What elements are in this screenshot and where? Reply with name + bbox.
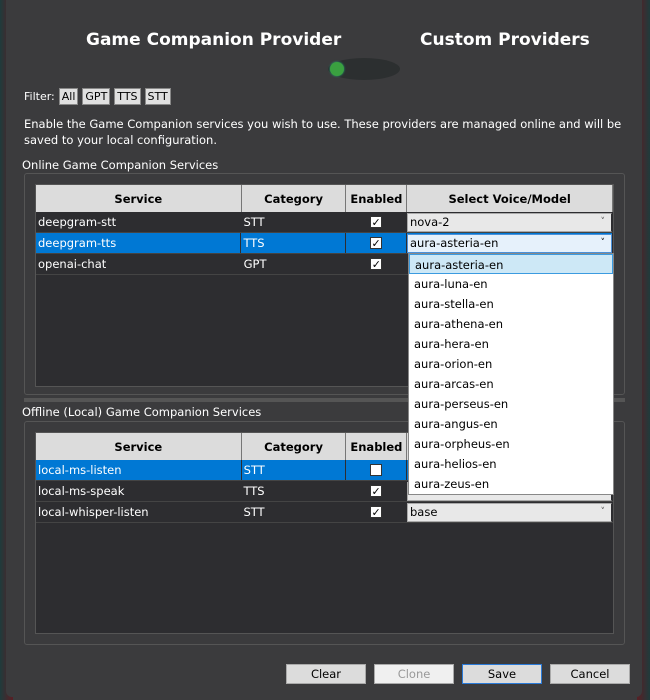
column-enabled[interactable]: Enabled <box>346 185 408 212</box>
service-category: TTS <box>241 233 347 253</box>
enabled-checkbox[interactable]: ✓ <box>370 237 383 250</box>
enabled-checkbox[interactable]: ✓ <box>370 216 383 229</box>
column-select-voice-model[interactable]: Select Voice/Model <box>407 185 613 212</box>
table-header: Service Category Enabled Select Voice/Mo… <box>36 185 613 212</box>
online-group-label: Online Game Companion Services <box>22 158 219 172</box>
dropdown-option[interactable]: aura-perseus-en <box>414 397 509 411</box>
voice-dropdown-list: aura-asteria-en aura-luna-en aura-stella-e… <box>408 253 614 495</box>
filter-label: Filter: <box>24 90 55 103</box>
voice-value: aura-asteria-en <box>409 236 499 250</box>
chevron-down-icon: ˅ <box>600 507 605 517</box>
enabled-checkbox[interactable] <box>370 464 383 476</box>
toggle-knob <box>330 62 344 76</box>
table-row[interactable]: openai-chat GPT ✓ <box>36 254 613 275</box>
filter-bar: Filter: All GPT TTS STT <box>24 88 171 105</box>
section-splitter[interactable] <box>24 398 625 402</box>
description: Enable the Game Companion services you w… <box>24 117 622 147</box>
service-category: GPT <box>242 254 347 274</box>
provider-toggle-header: Game Companion Provider Custom Providers <box>6 30 642 80</box>
service-category: STT <box>242 460 347 480</box>
chevron-down-icon: ˅ <box>600 217 605 227</box>
column-service[interactable]: Service <box>36 433 242 460</box>
cancel-button[interactable]: Cancel <box>550 664 630 684</box>
table-row[interactable]: local-whisper-listen STT ✓ base ˅ <box>36 502 613 523</box>
service-name: local-whisper-listen <box>36 502 242 522</box>
service-category: STT <box>241 212 347 232</box>
model-select[interactable]: base ˅ <box>406 502 612 522</box>
dropdown-option[interactable]: aura-zeus-en <box>414 477 490 491</box>
chevron-down-icon: ˅ <box>600 238 605 248</box>
clone-button[interactable]: Clone <box>374 664 454 684</box>
dropdown-option[interactable]: aura-orion-en <box>414 357 493 371</box>
model-value: nova-2 <box>409 215 450 229</box>
game-companion-provider-label: Game Companion Provider <box>86 30 342 50</box>
column-category[interactable]: Category <box>242 433 347 460</box>
clear-button[interactable]: Clear <box>286 664 366 684</box>
service-category: STT <box>241 502 347 522</box>
filter-all-button[interactable]: All <box>58 88 79 105</box>
save-button[interactable]: Save <box>462 664 542 684</box>
filter-stt-button[interactable]: STT <box>144 88 171 105</box>
dropdown-option[interactable]: aura-stella-en <box>414 297 494 311</box>
dropdown-option[interactable]: aura-luna-en <box>414 277 488 291</box>
table-row[interactable]: deepgram-tts TTS ✓ aura-asteria-en ˅ <box>36 233 613 254</box>
dropdown-option[interactable]: aura-helios-en <box>414 457 497 471</box>
provider-toggle[interactable] <box>328 58 400 80</box>
model-select[interactable]: nova-2 ˅ <box>406 212 612 232</box>
column-category[interactable]: Category <box>242 185 347 212</box>
dropdown-option[interactable]: aura-asteria-en <box>409 254 613 274</box>
service-name: deepgram-stt <box>36 212 242 232</box>
service-name: openai-chat <box>36 254 242 274</box>
service-category: TTS <box>241 481 347 501</box>
custom-providers-label: Custom Providers <box>420 30 590 50</box>
voice-select[interactable]: aura-asteria-en ˅ <box>406 233 612 253</box>
column-service[interactable]: Service <box>36 185 242 212</box>
service-name: local-ms-speak <box>36 481 242 501</box>
service-name: local-ms-listen <box>36 460 242 480</box>
filter-tts-button[interactable]: TTS <box>114 88 141 105</box>
enabled-checkbox[interactable]: ✓ <box>370 258 383 271</box>
model-value: base <box>409 505 438 519</box>
filter-gpt-button[interactable]: GPT <box>82 88 111 105</box>
online-group <box>24 173 625 395</box>
enabled-checkbox[interactable]: ✓ <box>370 485 383 498</box>
table-row[interactable]: deepgram-stt STT ✓ nova-2 ˅ <box>36 212 613 233</box>
dropdown-option[interactable]: aura-angus-en <box>414 417 498 431</box>
dropdown-option[interactable]: aura-hera-en <box>414 337 489 351</box>
dropdown-option[interactable]: aura-athena-en <box>414 317 504 331</box>
offline-group-label: Offline (Local) Game Companion Services <box>22 405 262 419</box>
offline-group <box>24 421 625 645</box>
service-name: deepgram-tts <box>36 233 242 253</box>
enabled-checkbox[interactable]: ✓ <box>370 506 383 519</box>
dropdown-option[interactable]: aura-orpheus-en <box>414 437 510 451</box>
dropdown-option[interactable]: aura-arcas-en <box>414 377 494 391</box>
column-enabled[interactable]: Enabled <box>346 433 408 460</box>
